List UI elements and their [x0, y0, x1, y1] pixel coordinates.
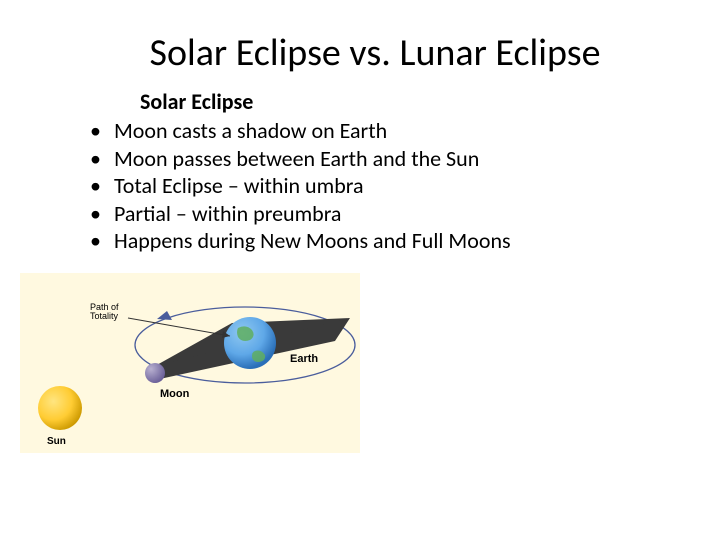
bullet-item: Happens during New Moons and Full Moons — [90, 227, 610, 255]
sun-icon — [38, 386, 82, 430]
earth-icon — [224, 317, 276, 369]
section-subtitle: Solar Eclipse — [140, 88, 670, 115]
slide-title: Solar Eclipse vs. Lunar Eclipse — [80, 30, 670, 76]
totality-arrow-line — [128, 318, 230, 336]
bullet-item: Moon casts a shadow on Earth — [90, 117, 610, 145]
totality-label-line2: Totality — [90, 311, 118, 321]
bullet-item: Partial – within preumbra — [90, 200, 610, 228]
bullet-list: Moon casts a shadow on Earth Moon passes… — [90, 117, 670, 255]
bullet-item: Moon passes between Earth and the Sun — [90, 145, 610, 173]
sun-label: Sun — [47, 436, 66, 447]
eclipse-diagram: Path of Totality Earth Moon Sun — [20, 273, 360, 453]
orbit-arrow-icon — [157, 311, 172, 320]
bullet-item: Total Eclipse – within umbra — [90, 172, 610, 200]
moon-label: Moon — [160, 388, 189, 400]
totality-label: Path of Totality — [90, 303, 119, 323]
totality-label-line1: Path of — [90, 302, 119, 312]
moon-icon — [145, 363, 165, 383]
slide: Solar Eclipse vs. Lunar Eclipse Solar Ec… — [0, 0, 720, 540]
earth-label: Earth — [290, 353, 318, 365]
